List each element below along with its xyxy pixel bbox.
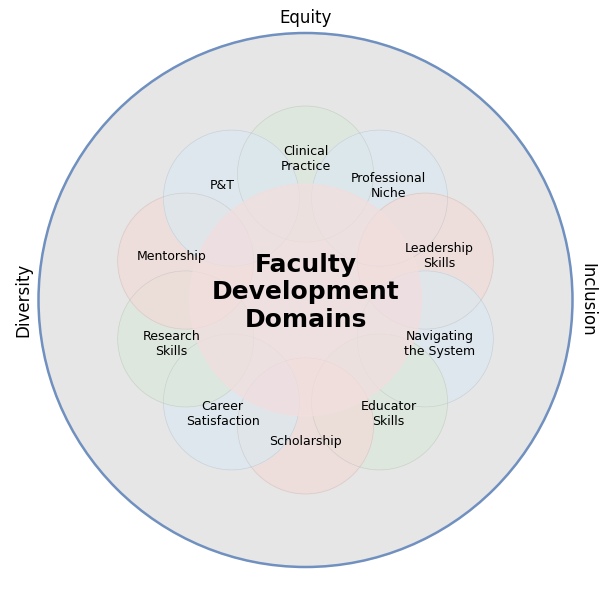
Text: P&T: P&T [210,179,235,193]
Text: Diversity: Diversity [15,263,32,337]
Text: Research
Skills: Research Skills [142,329,200,358]
Text: Navigating
the System: Navigating the System [404,329,475,358]
Circle shape [357,193,493,329]
Text: Career
Satisfaction: Career Satisfaction [186,400,260,428]
Circle shape [312,334,447,470]
Circle shape [189,184,422,416]
Text: Professional
Niche: Professional Niche [351,172,426,200]
Circle shape [357,271,493,407]
Text: Leadership
Skills: Leadership Skills [405,242,474,271]
Text: Inclusion: Inclusion [579,263,596,337]
Circle shape [38,33,573,567]
Circle shape [118,193,254,329]
Circle shape [164,130,299,266]
Circle shape [312,130,447,266]
Circle shape [164,334,299,470]
Text: Educator
Skills: Educator Skills [360,400,417,428]
Text: Scholarship: Scholarship [269,434,342,448]
Text: Equity: Equity [279,9,332,27]
Circle shape [238,106,373,242]
Text: Faculty
Development
Domains: Faculty Development Domains [211,253,400,332]
Circle shape [238,358,373,494]
Text: Clinical
Practice: Clinical Practice [280,145,331,173]
Circle shape [118,271,254,407]
Text: Mentorship: Mentorship [136,250,207,263]
